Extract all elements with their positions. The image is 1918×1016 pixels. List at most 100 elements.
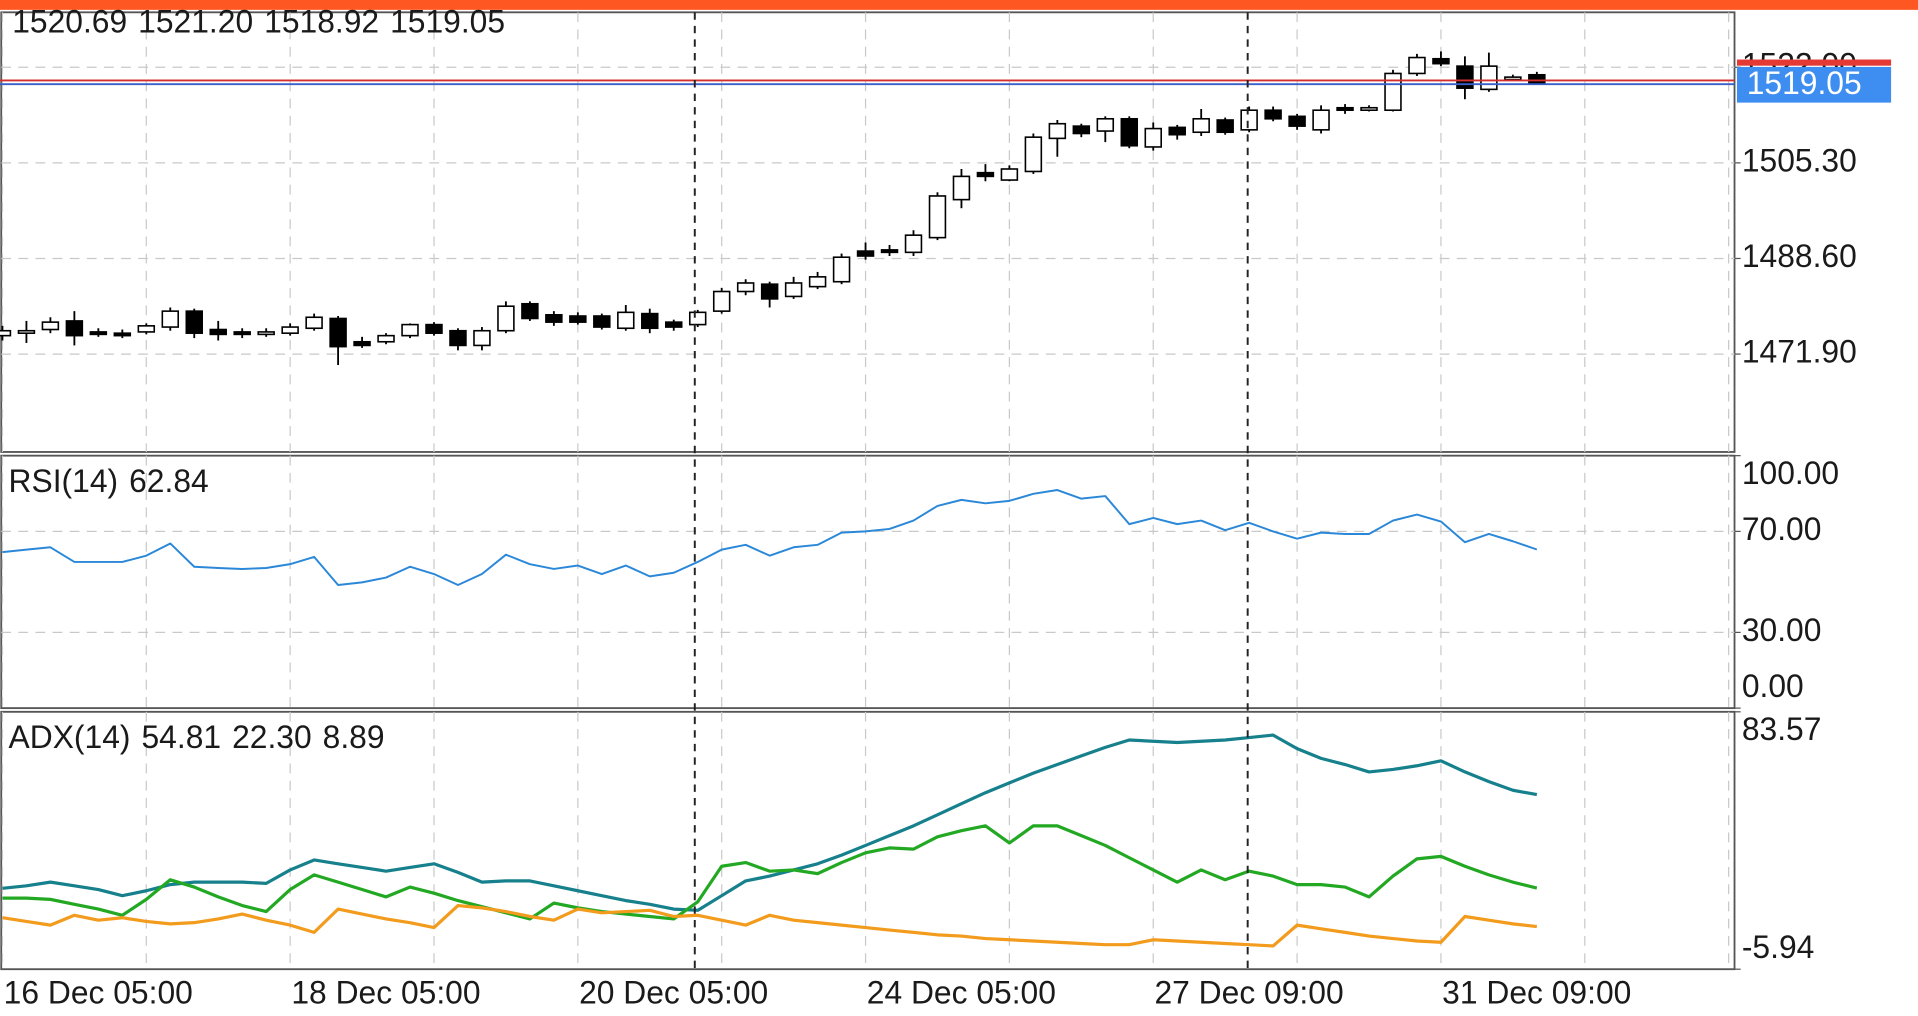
x-tick-label: 20 Dec 05:00 (579, 974, 768, 1010)
candle-body (425, 323, 443, 334)
candle-body (545, 314, 563, 323)
y-tick-label: 83.57 (1742, 711, 1822, 747)
price-marker-label: 1519.05 (1747, 65, 1862, 101)
candle-body (17, 329, 36, 334)
marks (0, 12, 1735, 970)
candle-body (808, 276, 827, 288)
y-tick-label: -5.94 (1742, 929, 1814, 965)
x-tick-label: 31 Dec 09:00 (1442, 974, 1631, 1010)
candle-body (497, 305, 515, 332)
panel-frame (0, 11, 1736, 453)
x-tick-label: 16 Dec 05:00 (4, 974, 193, 1010)
y-tick-label: 0.00 (1742, 668, 1804, 704)
candle-body (593, 315, 611, 328)
header-value: 54.81 (142, 719, 222, 755)
candle-body (1336, 106, 1354, 112)
series-line (2, 903, 1538, 948)
candle-body (832, 256, 851, 283)
candle-body (305, 316, 323, 330)
candle-body (688, 311, 707, 326)
indicator-title: RSI(14) (9, 463, 119, 499)
panel-header: RSI(14) 62.84 (9, 463, 209, 499)
candle-body (161, 310, 180, 328)
candle-body (880, 249, 899, 254)
header-value: 1519.05 (390, 4, 505, 40)
candle-body (736, 282, 755, 293)
y-tick-label: 1471.90 (1742, 333, 1857, 369)
candle-body (784, 282, 803, 298)
candle-body (1432, 57, 1450, 65)
candle-body (1528, 73, 1546, 85)
x-tick-label: 18 Dec 05:00 (291, 974, 480, 1010)
header-value: 1520.69 (12, 4, 127, 40)
candle-body (1456, 65, 1474, 89)
panel-header: 1520.69 1521.20 1518.92 1519.05 (12, 4, 505, 40)
header-value: 22.30 (232, 719, 312, 755)
candle-body (1216, 119, 1234, 134)
y-tick-label: 30.00 (1742, 612, 1822, 648)
header-value: 62.84 (129, 463, 209, 499)
y-tick-label: 1488.60 (1742, 238, 1857, 274)
candle-body (521, 302, 539, 320)
series-line (2, 489, 1538, 586)
candle-body (1048, 122, 1067, 140)
header-value: 8.89 (323, 719, 385, 755)
candle-body (1000, 168, 1019, 181)
candle-body (760, 283, 779, 300)
price-marker (1736, 66, 1892, 103)
series-line (2, 733, 1538, 912)
candle-body (641, 312, 659, 330)
x-tick-label: 24 Dec 05:00 (867, 974, 1056, 1010)
candle-body (377, 334, 395, 343)
candle-body (1240, 109, 1258, 131)
candle-body (1264, 109, 1282, 120)
candle-body (1360, 106, 1378, 112)
candle-body (209, 328, 227, 336)
y-tick-label: 100.00 (1742, 455, 1839, 491)
candle-body (137, 325, 156, 333)
candle-body (712, 290, 731, 312)
candle-body (401, 323, 419, 337)
x-tick-label: 27 Dec 09:00 (1154, 974, 1343, 1010)
candle-body (233, 331, 251, 336)
candle-body (856, 250, 875, 257)
candle-body (1312, 109, 1330, 131)
grid (0, 11, 1741, 971)
y-tick-label: 1505.30 (1742, 142, 1857, 178)
candle-body (1480, 65, 1498, 91)
y-tick-label: 70.00 (1742, 511, 1822, 547)
candle-body (353, 340, 371, 347)
candle-body (113, 332, 132, 337)
header-value: 1521.20 (138, 4, 253, 40)
candle-body (1192, 117, 1210, 134)
labels: 16 Dec 05:00 18 Dec 05:00 20 Dec 05:00 24 D… (4, 4, 1892, 1011)
candle-body (1096, 117, 1115, 132)
candle-body (1288, 115, 1306, 127)
panel-frame (0, 454, 1736, 710)
indicator-title: ADX(14) (9, 719, 131, 755)
series-line (2, 824, 1538, 921)
candle-body (1072, 125, 1091, 135)
candle-body (281, 326, 299, 334)
header-value: 1518.92 (264, 4, 379, 40)
panel-frame (0, 710, 1736, 971)
candle-body (65, 320, 84, 337)
top-bar (0, 0, 1918, 10)
candle-body (473, 329, 491, 347)
candle-body (0, 329, 12, 337)
candle-body (976, 171, 995, 178)
panel-header: ADX(14) 54.81 22.30 8.89 (9, 719, 385, 755)
candle-body (665, 321, 683, 328)
candle-body (185, 310, 203, 334)
price-marker-ask (1736, 59, 1892, 66)
candle-body (617, 311, 635, 330)
candle-body (1024, 136, 1043, 173)
candle-body (449, 329, 467, 347)
candle-body (329, 317, 347, 348)
candle-body (1504, 76, 1522, 81)
candle-body (1144, 127, 1162, 148)
candle-body (952, 175, 971, 201)
candle-body (1120, 117, 1139, 147)
candle-body (1384, 72, 1402, 112)
